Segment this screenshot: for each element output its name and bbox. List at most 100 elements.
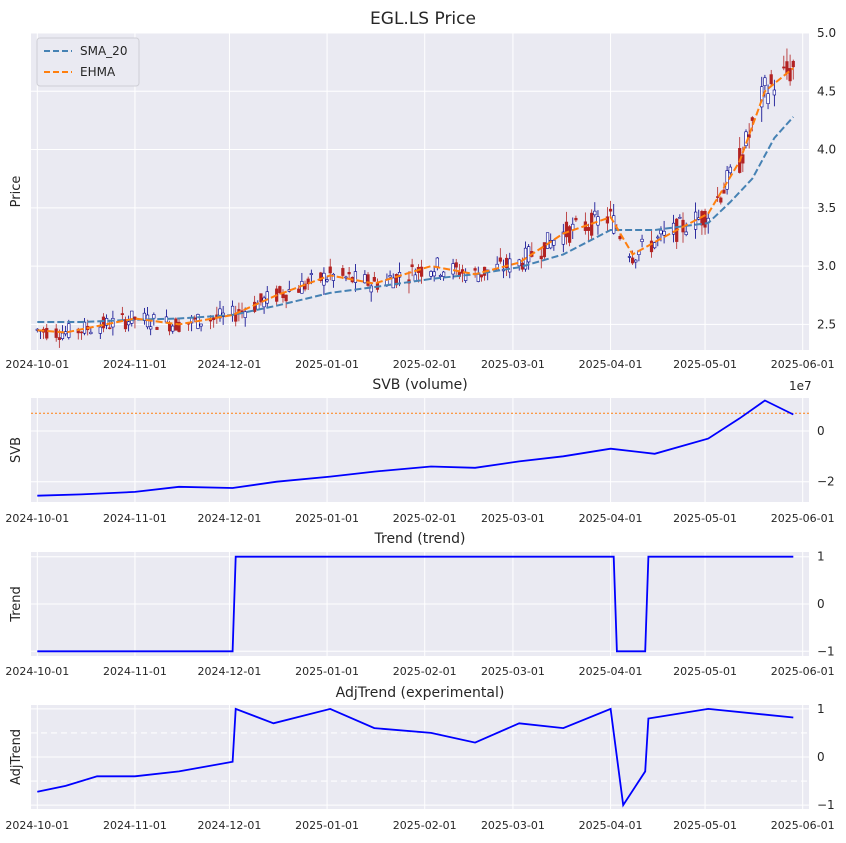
candle-body [438,274,443,277]
y-tick-label: 0 [817,750,825,764]
candle-body [725,170,729,190]
candle-body [108,327,112,330]
candle-body [640,238,644,243]
candle-body [574,217,578,221]
candle-body [631,257,635,264]
svb-title: SVB (volume) [372,377,467,393]
candle-body [366,274,370,286]
candle-body [561,231,565,245]
x-tick-label: 2024-10-01 [5,665,69,678]
candle-body [413,274,417,282]
candle-body [527,246,531,263]
candle-body [243,311,247,318]
candle-body [539,255,543,260]
candle-body [79,331,83,334]
candle-body [508,258,512,273]
candle-body [98,326,102,334]
candle-body [208,319,213,322]
x-tick-label: 2025-05-01 [673,512,737,525]
candle-body [152,314,156,319]
y-tick-label: 0 [817,597,825,611]
candle-body [432,271,436,277]
y-tick-label: 5.0 [817,26,836,40]
x-tick-label: 2025-05-01 [673,358,737,371]
candle-body [593,210,597,216]
candle-body [234,314,238,322]
candle-body [325,279,329,282]
x-tick-label: 2025-06-01 [771,665,835,678]
candle-body [435,257,439,267]
candle-body [542,242,547,258]
candle-body [653,242,657,249]
candle-body [766,93,770,105]
x-tick-label: 2025-04-01 [579,819,643,832]
y-tick-label: 4.5 [817,84,836,98]
candle-body [344,276,348,279]
x-tick-label: 2025-05-01 [673,665,737,678]
candle-body [322,272,326,286]
x-tick-label: 2024-12-01 [197,358,261,371]
candle-body [634,259,638,263]
candle-body [782,66,786,69]
candle-body [649,240,654,253]
candle-body [659,229,663,235]
candle-body [82,321,87,334]
x-tick-label: 2025-03-01 [481,512,545,525]
candle-body [372,277,376,282]
candle-body [369,285,373,293]
candle-body [89,331,93,335]
adjtrend-panel: 2024-10-01 2024-11-01 2024-12-01 2025-01-01… [5,702,834,832]
adjtrend-title: AdjTrend (experimental) [336,685,505,701]
svb-plot-area [31,398,809,502]
candle-body [212,317,216,321]
x-tick-label: 2025-04-01 [579,358,643,371]
x-tick-label: 2024-11-01 [103,358,167,371]
candle-body [476,274,480,282]
y-tick-label: 4.0 [817,143,836,157]
candle-body [419,266,424,277]
candle-body [479,274,484,278]
y-axis-label: AdjTrend [9,729,24,785]
x-tick-label: 2025-05-01 [673,819,737,832]
candle-body [505,257,509,269]
candle-body [498,257,502,262]
candle-body [300,281,304,294]
candle-body [101,316,106,329]
candle-body [549,240,553,249]
x-tick-label: 2025-02-01 [393,665,457,678]
price-plot-area [31,33,809,350]
x-tick-label: 2025-03-01 [481,358,545,371]
candle-body [123,319,128,330]
candle-body [618,236,622,240]
x-tick-label: 2024-10-01 [5,358,69,371]
candle-body [167,322,172,332]
candle-body [363,274,367,284]
candle-body [627,256,632,258]
candle-body [331,273,335,281]
candle-body [306,278,310,285]
y-tick-label: 1 [817,702,825,716]
candle-body [703,210,707,228]
x-tick-label: 2025-04-01 [579,665,643,678]
candle-body [564,221,569,238]
candle-body [142,312,146,321]
candle-body [671,222,676,235]
series-line [37,399,794,497]
x-tick-label: 2025-01-01 [295,512,359,525]
candle-body [788,68,792,82]
candle-body [127,321,131,326]
x-tick-label: 2025-06-01 [771,358,835,371]
candle-body [284,294,288,302]
x-tick-label: 2025-01-01 [295,358,359,371]
candle-body [309,273,313,275]
x-tick-label: 2025-01-01 [295,665,359,678]
y-axis-label: SVB [9,437,24,463]
candle-body [253,301,257,312]
x-tick-label: 2024-12-01 [197,819,261,832]
candle-body [678,216,682,219]
offset-text: 1e7 [789,379,812,393]
candle-body [451,263,455,275]
candle-body [568,226,572,243]
x-tick-label: 2025-04-01 [579,512,643,525]
candle-body [517,259,521,267]
